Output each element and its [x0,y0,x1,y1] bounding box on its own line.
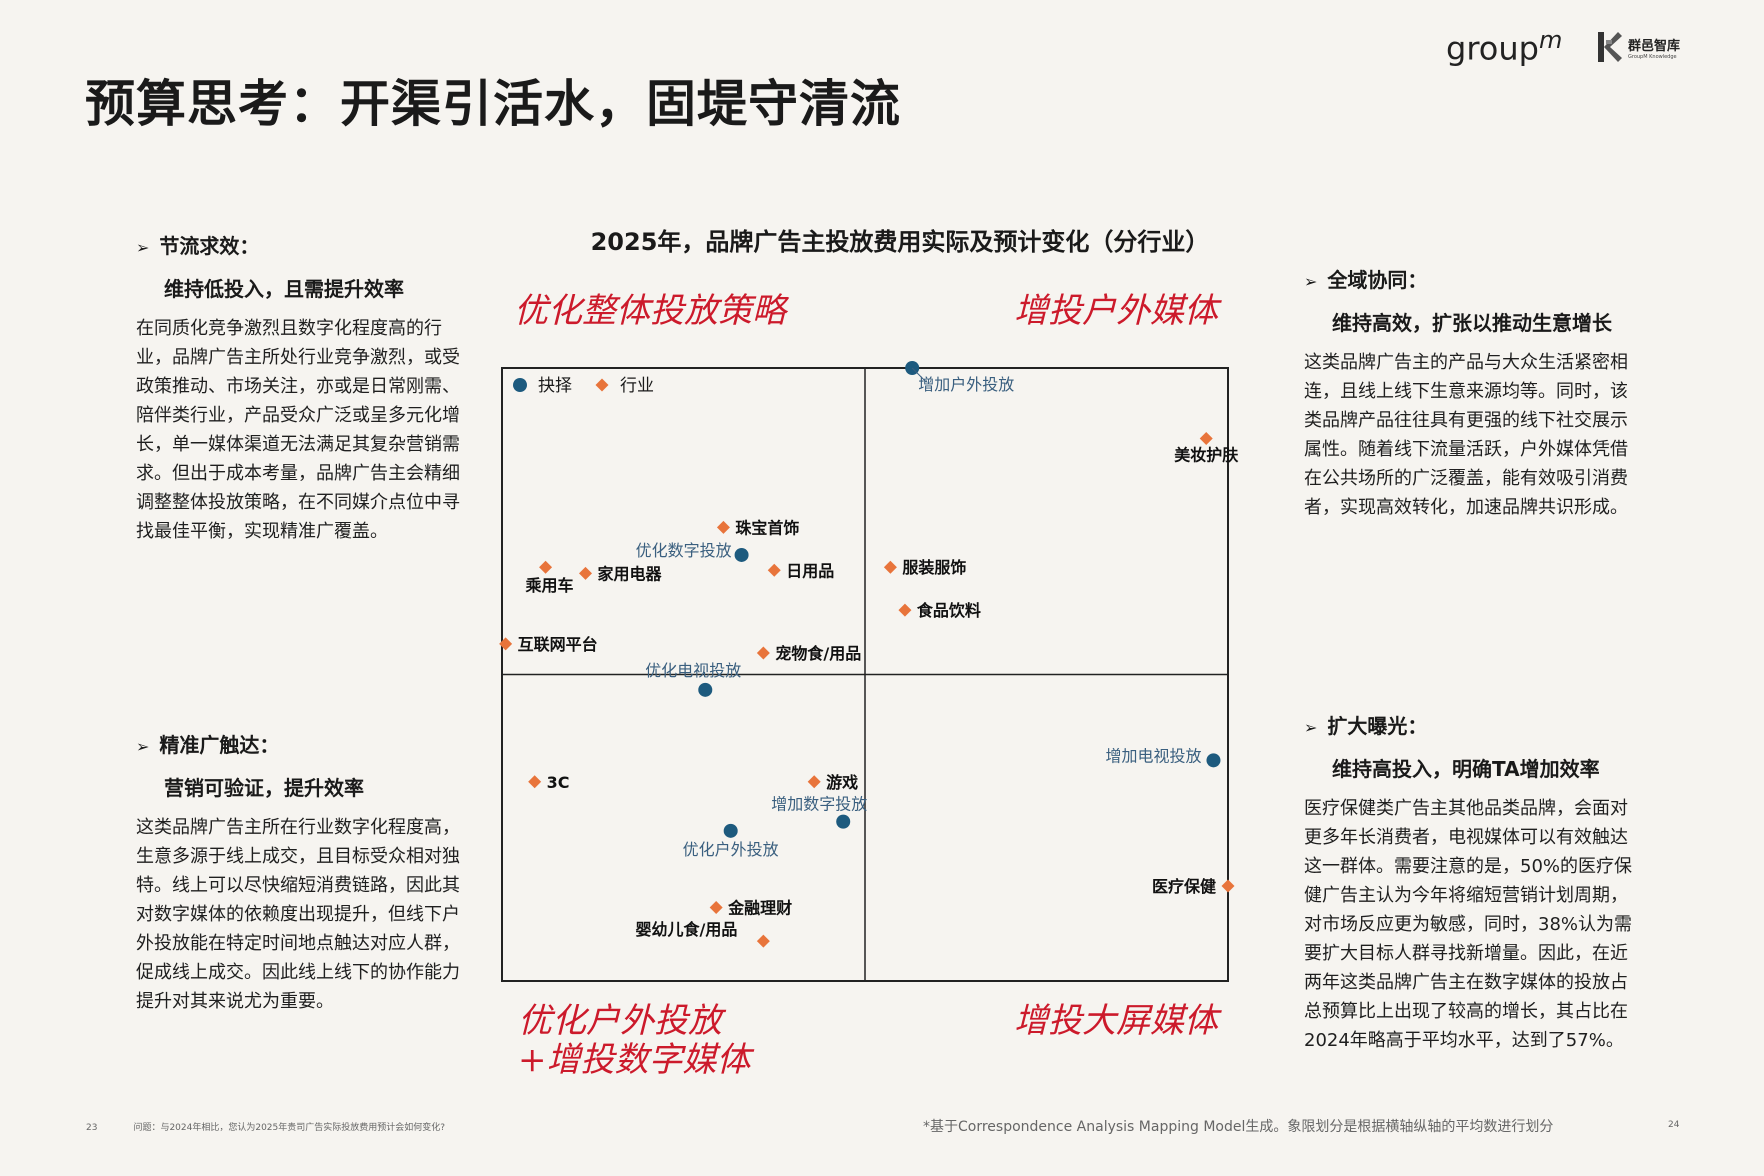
chevron-right-icon: ➢ [1304,272,1318,291]
data-label: 宠物食/用品 [775,644,861,663]
data-label: 优化电视投放 [645,661,741,680]
panel-left-bottom: ➢ 精准广触达： 营销可验证，提升效率 这类品牌广告主所在行业数字化程度高，生意多… [136,729,466,1016]
industry-point [1199,431,1213,445]
legend-label: 抉择 [538,376,572,396]
quadrant-label-bottom-right: 增投大屏媒体 [1014,1001,1218,1041]
data-label: 美妆护肤 [1174,445,1239,464]
industry-point [756,934,770,948]
chart-title: 2025年，品牌广告主投放费用实际及预计变化（分行业） [590,228,1210,256]
knowledge-k-icon [1598,32,1622,62]
data-label: 珠宝首饰 [735,518,799,537]
survey-question: 问题：与2024年相比，您认为2025年贵司广告实际投放费用预计会如何变化? [133,1123,446,1133]
leader-line [911,367,927,383]
data-label: 增加数字投放 [771,795,867,814]
panel-body: 这类品牌广告主的产品与大众生活紧密相连，且线上线下生意来源均等。同时，该类品牌产… [1304,352,1628,518]
footnote-methodology: *基于Correspondence Analysis Mapping Model… [923,1119,1554,1135]
quadrant-label-bottom-left: 优化户外投放 +增投数字媒体 [518,1001,751,1080]
page-number-right: 24 [1668,1120,1680,1130]
panel-heading: 扩大曝光： [1327,714,1428,738]
panel-subheading: 维持低投入，且需提升效率 [164,277,404,301]
industry-point [709,900,723,914]
panel-subheading: 维持高效，扩张以推动生意增长 [1332,311,1612,335]
industry-point [716,520,730,534]
panel-right-top: ➢ 全域协同： 维持高效，扩张以推动生意增长 这类品牌广告主的产品与大众生活紧密相… [1304,264,1634,522]
chevron-right-icon: ➢ [136,737,150,756]
panel-heading: 全域协同： [1327,268,1428,292]
industry-point [499,637,513,651]
data-label: 增加户外投放 [918,375,1014,394]
panel-body: 这类品牌广告主所在行业数字化程度高，生意多源于线上成交，且目标受众相对独特。线上… [136,817,460,1012]
legend-marker [513,378,527,392]
industry-point [898,603,912,617]
industry-point [756,646,770,660]
groupm-knowledge-logo: 群邑智库 GroupM Knowledge [1596,30,1680,64]
panel-subheading: 营销可验证，提升效率 [164,776,364,800]
industry-point [767,563,781,577]
data-label: 互联网平台 [518,635,598,654]
choice-point [723,823,738,838]
quadrant-label-top-right: 增投户外媒体 [1014,291,1218,331]
data-label: 乘用车 [525,576,574,595]
panel-subheading: 维持高投入，明确TA增加效率 [1332,757,1600,781]
industry-point [539,560,553,574]
data-label: 3C [547,773,570,792]
panel-right-bottom: ➢ 扩大曝光： 维持高投入，明确TA增加效率 医疗保健类广告主其他品类品牌，会面对… [1304,710,1634,1055]
knowledge-en-name: GroupM Knowledge [1628,53,1677,60]
data-label: 增加电视投放 [1105,746,1201,765]
industry-point [883,560,897,574]
data-label: 医疗保健 [1152,877,1216,896]
data-label: 家用电器 [597,564,662,583]
panel-left-top: ➢ 节流求效： 维持低投入，且需提升效率 在同质化竞争激烈且数字化程度高的行业，品… [136,230,466,546]
data-label: 食品饮料 [916,601,981,620]
data-label: 金融理财 [727,898,792,917]
choice-point [836,814,851,829]
choice-point [698,682,713,697]
knowledge-cn-name: 群邑智库 [1628,38,1681,54]
legend-label: 行业 [620,376,654,396]
chevron-right-icon: ➢ [136,238,150,257]
panel-body: 在同质化竞争激烈且数字化程度高的行业，品牌广告主所处行业竞争激烈，或受政策推动、… [136,318,460,542]
page-title: 预算思考：开渠引活水，固堤守清流 [85,75,901,133]
data-label: 服装服饰 [902,558,966,577]
footnote-left: 23 问题：与2024年相比，您认为2025年贵司广告实际投放费用预计会如何变化? [86,1120,445,1133]
choice-point [1206,753,1221,768]
industry-point [1221,879,1235,893]
data-label: 优化户外投放 [683,840,779,859]
panel-body: 医疗保健类广告主其他品类品牌，会面对更多年长消费者，电视媒体可以有效触达这一群体… [1304,798,1633,1051]
quadrant-label-top-left: 优化整体投放策略 [514,291,786,331]
data-label: 日用品 [786,561,834,580]
data-label: 游戏 [826,773,858,792]
panel-heading: 精准广触达： [159,733,280,757]
data-label: 优化数字投放 [636,541,732,560]
chevron-right-icon: ➢ [1304,718,1318,737]
choice-point [734,547,749,562]
panel-heading: 节流求效： [159,234,260,258]
industry-point [528,775,542,789]
groupm-logo: groupm [1446,26,1563,68]
industry-point [807,775,821,789]
industry-point [578,566,592,580]
page-number-left: 23 [86,1123,98,1133]
data-label: 婴幼儿食/用品 [636,920,738,939]
legend-marker [595,378,609,392]
